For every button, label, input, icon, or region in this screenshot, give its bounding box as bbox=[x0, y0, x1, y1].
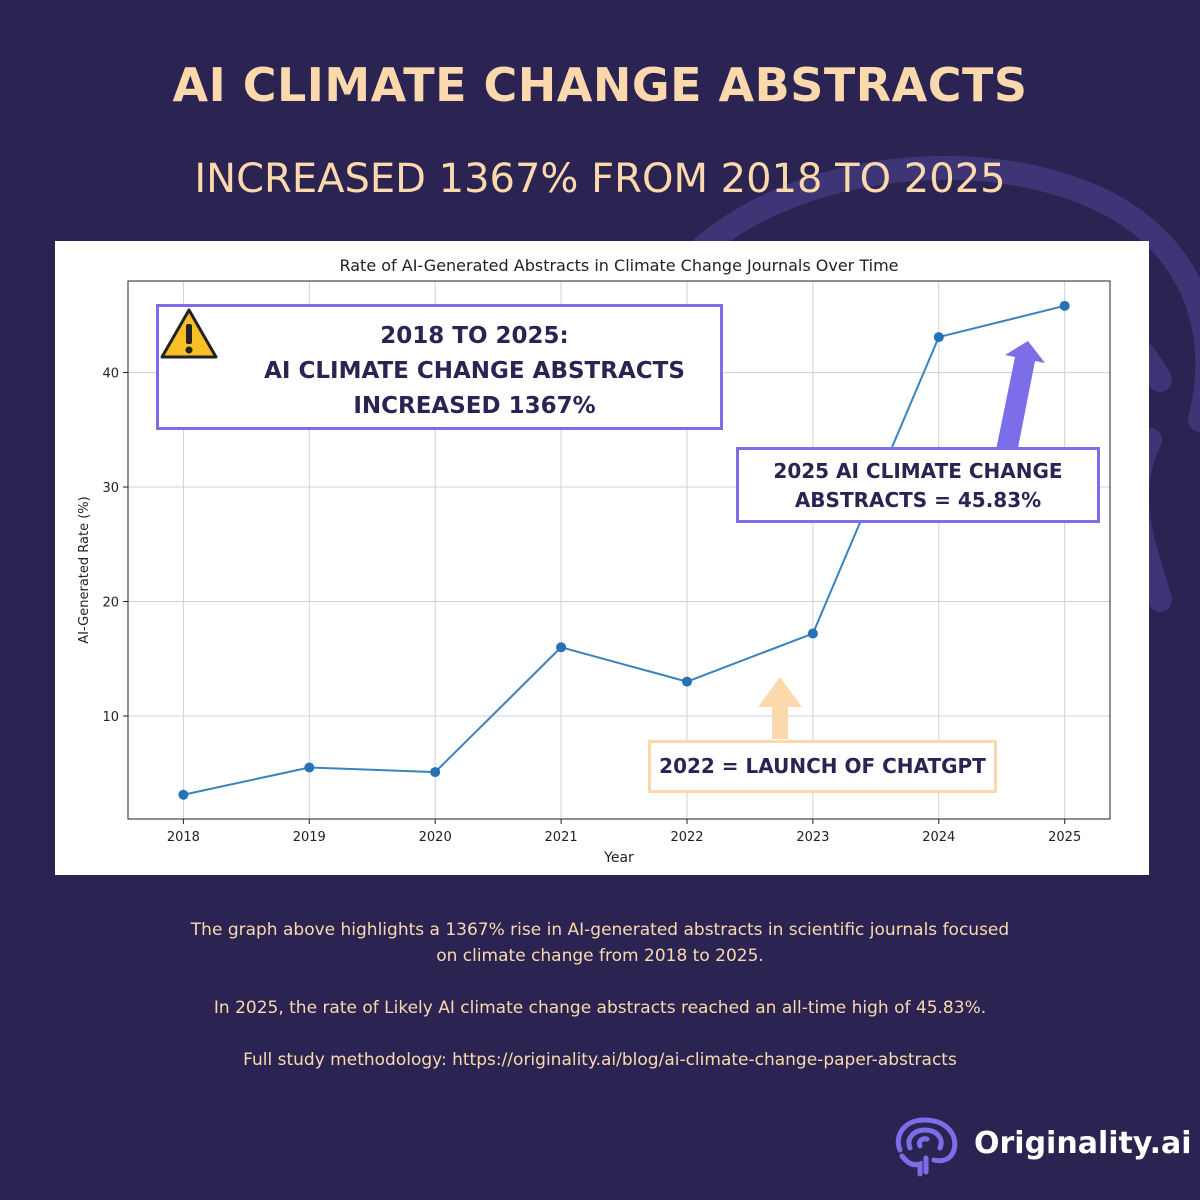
x-tick-label: 2024 bbox=[922, 830, 955, 845]
series-line bbox=[183, 304, 1065, 796]
peak-line-1: 2025 AI CLIMATE CHANGE bbox=[773, 459, 1063, 483]
x-axis-label: Year bbox=[603, 850, 634, 866]
brand-logo: Originality.ai bbox=[890, 1114, 1192, 1178]
warning-icon bbox=[160, 308, 218, 359]
y-tick-label: 20 bbox=[102, 596, 119, 611]
footer-line-2: on climate change from 2018 to 2025. bbox=[436, 946, 764, 966]
y-axis-label: AI-Generated Rate (%) bbox=[77, 496, 92, 643]
x-tick-label: 2025 bbox=[1048, 830, 1081, 845]
page-title: AI CLIMATE CHANGE ABSTRACTS bbox=[172, 58, 1028, 112]
y-tick-label: 30 bbox=[102, 481, 119, 496]
data-point bbox=[681, 676, 692, 687]
data-point bbox=[304, 762, 315, 773]
x-tick-label: 2021 bbox=[545, 830, 578, 845]
peak-line-2: ABSTRACTS = 45.83% bbox=[794, 488, 1042, 512]
chart-card: Rate of AI-Generated Abstracts in Climat… bbox=[55, 241, 1149, 875]
chart-title: Rate of AI-Generated Abstracts in Climat… bbox=[339, 256, 898, 275]
summary-callout: 2018 TO 2025: AI CLIMATE CHANGE ABSTRACT… bbox=[156, 304, 723, 430]
up-arrow-to-2025 bbox=[996, 341, 1045, 453]
footer-summary: The graph above highlights a 1367% rise … bbox=[150, 917, 1050, 969]
footer-peak-note: In 2025, the rate of Likely AI climate c… bbox=[213, 998, 987, 1018]
data-point bbox=[556, 642, 567, 653]
x-tick-label: 2020 bbox=[419, 830, 452, 845]
data-point bbox=[178, 789, 189, 800]
data-point bbox=[933, 332, 944, 343]
footer-line-1: The graph above highlights a 1367% rise … bbox=[190, 920, 1010, 940]
x-tick-label: 2023 bbox=[796, 830, 829, 845]
brain-icon bbox=[895, 1117, 958, 1177]
peak-value-callout: 2025 AI CLIMATE CHANGE ABSTRACTS = 45.83… bbox=[736, 447, 1100, 523]
data-point bbox=[1059, 300, 1070, 311]
chatgpt-launch-callout: 2022 = LAUNCH OF CHATGPT bbox=[648, 740, 997, 793]
up-arrow-to-2022 bbox=[758, 677, 802, 739]
data-point bbox=[430, 767, 441, 778]
page-subtitle: INCREASED 1367% FROM 2018 TO 2025 bbox=[194, 156, 1006, 202]
summary-line-3: INCREASED 1367% bbox=[353, 393, 596, 419]
footer-methodology-link[interactable]: Full study methodology: https://original… bbox=[243, 1050, 957, 1070]
brand-name: Originality.ai bbox=[974, 1126, 1192, 1161]
x-tick-label: 2019 bbox=[293, 830, 326, 845]
y-tick-label: 40 bbox=[102, 367, 119, 382]
y-tick-label: 10 bbox=[102, 710, 119, 725]
plot-frame bbox=[127, 280, 1111, 820]
data-point bbox=[807, 628, 818, 639]
summary-line-1: 2018 TO 2025: bbox=[380, 323, 569, 349]
summary-line-2: AI CLIMATE CHANGE ABSTRACTS bbox=[264, 358, 685, 384]
x-tick-label: 2018 bbox=[167, 830, 200, 845]
x-tick-label: 2022 bbox=[670, 830, 703, 845]
